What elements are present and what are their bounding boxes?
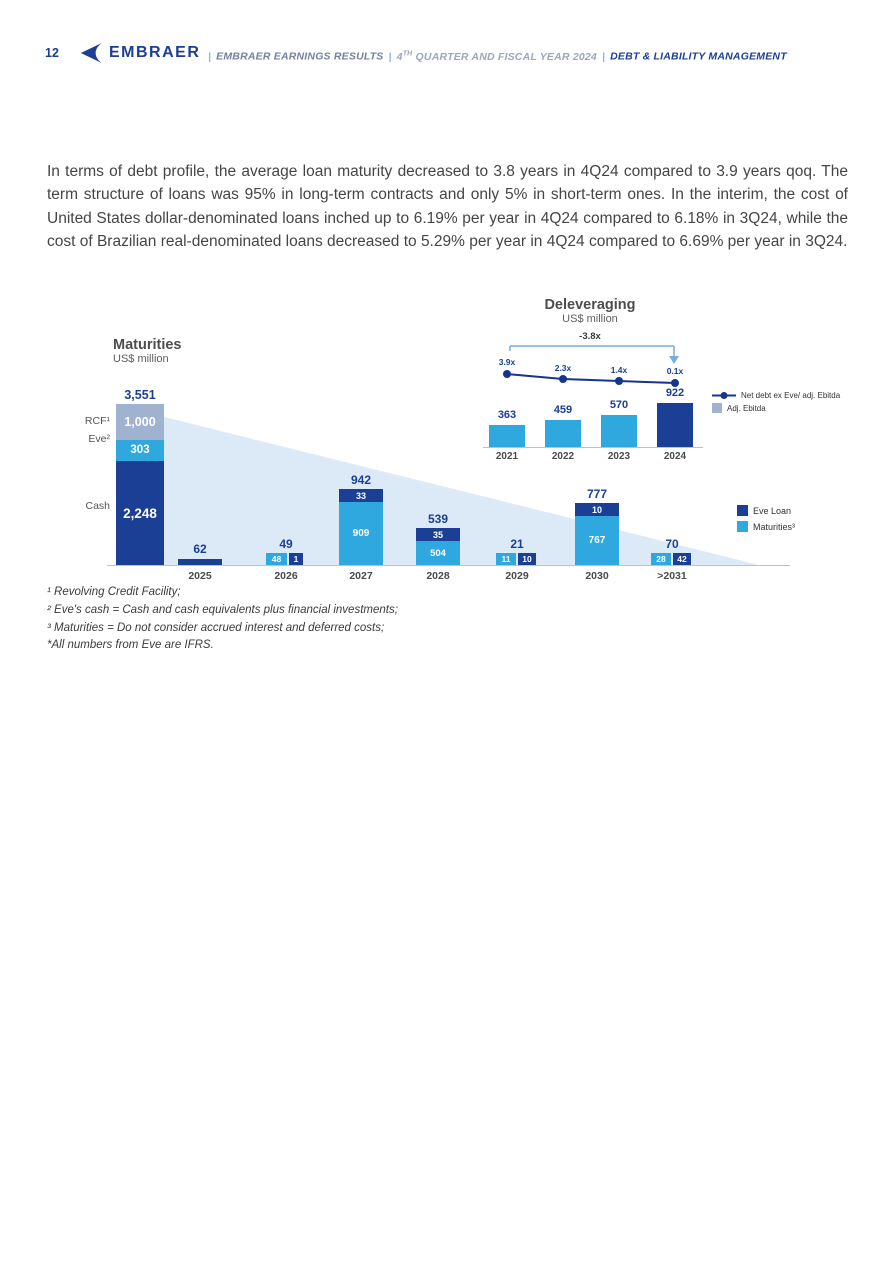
legend-label: Maturities³ (753, 521, 796, 532)
deleveraging-chart-title: Deleveraging US$ million (500, 297, 680, 325)
bar-total-label-2025: 62 (193, 542, 207, 556)
bar-total-label-2026: 49 (279, 537, 293, 551)
total-bar-label: 3,551 (124, 388, 156, 402)
footnote-line: *All numbers from Eve are IFRS. (47, 639, 214, 652)
bar-2024 (657, 403, 693, 447)
legend-item-maturities: Maturities³ (737, 521, 795, 532)
bar-total-label-2028: 539 (427, 512, 449, 526)
axis-label-rcf: RCF¹ (84, 415, 110, 427)
bar-total-label-2030: 777 (586, 487, 608, 501)
bar-eveloan-2029: 10 (518, 553, 536, 565)
delta-annotation: -3.8x (579, 331, 601, 342)
category-label: 2025 (188, 570, 212, 582)
eve-loan-swatch-icon (737, 505, 748, 516)
point-label: 1.4x (610, 365, 628, 375)
category-label: 2024 (663, 451, 687, 462)
bar-eveloan-2030: 10 (575, 503, 619, 516)
line-dot-swatch-icon (712, 392, 736, 399)
period-ordinal: TH (402, 50, 413, 57)
chart-title-text: Deleveraging (544, 297, 636, 313)
legend-item-eve-loan: Eve Loan (737, 505, 795, 516)
logo-wordmark: EMBRAER (109, 44, 201, 61)
category-label: 2027 (349, 570, 373, 582)
deleveraging-legend: Net debt ex Eve/ adj. Ebitda Adj. Ebitda (712, 391, 840, 418)
legend-label: Adj. Ebitda (727, 403, 766, 413)
category-label: 2030 (585, 570, 609, 582)
maturities-chart-title: Maturities US$ million (113, 337, 182, 365)
deleveraging-x-axis-line (483, 447, 703, 448)
bar-eveloan-2025 (178, 559, 222, 565)
embraer-logo-icon (80, 42, 102, 64)
header-separator: | (388, 50, 392, 63)
header-segment-period: 4TH QUARTER AND FISCAL YEAR 2024 (396, 50, 597, 63)
bar-value-label-2021: 363 (497, 409, 517, 421)
bar-maturities-2029: 11 (496, 553, 516, 565)
bar-2023 (601, 415, 637, 447)
footnotes: ¹ Revolving Credit Facility; ² Eve's cas… (47, 584, 398, 655)
total-stacked-bar: 1,000 303 2,248 (116, 404, 164, 565)
category-label: >2031 (657, 570, 687, 582)
footnote-line: ¹ Revolving Credit Facility; (47, 586, 181, 598)
point-label: 0.1x (666, 366, 684, 376)
period-rest: QUARTER AND FISCAL YEAR 2024 (412, 50, 597, 63)
footnote-line: ³ Maturities = Do not consider accrued i… (47, 621, 385, 634)
bar-eveloan-2027: 33 (339, 489, 383, 502)
bar-maturities-2026: 48 (266, 553, 287, 565)
body-paragraph: In terms of debt profile, the average lo… (47, 163, 848, 250)
annotation-bracket-arrow-icon (509, 345, 679, 364)
legend-label: Eve Loan (753, 505, 792, 516)
category-label: 2028 (426, 570, 450, 582)
category-label: 2026 (274, 570, 298, 582)
bar-2021 (489, 425, 525, 447)
bar-eveloan-2026: 1 (289, 553, 303, 565)
legend-label: Net debt ex Eve/ adj. Ebitda (741, 391, 841, 400)
header-separator: | (601, 50, 606, 63)
bar-total-label-2027: 942 (350, 473, 372, 487)
header-separator: | (208, 50, 212, 63)
legend-item-net-debt: Net debt ex Eve/ adj. Ebitda (712, 391, 840, 400)
maturities-x-axis-line (107, 565, 790, 566)
header-breadcrumb: | EMBRAER EARNINGS RESULTS | 4TH QUARTER AN… (203, 50, 787, 63)
bar-value-label-2022: 459 (553, 404, 573, 416)
period-number: 4 (396, 50, 403, 63)
category-label: 2023 (607, 451, 631, 462)
bar-eveloan-2031: 42 (673, 553, 691, 565)
bar-total-label-2029: 21 (510, 537, 524, 551)
bar-segment-eve: 303 (116, 440, 164, 461)
bar-value-label-2023: 570 (609, 399, 629, 411)
ebitda-swatch-icon (712, 403, 722, 413)
point-label: 3.9x (498, 357, 516, 367)
axis-label-eve: Eve² (88, 433, 110, 445)
bar-segment-cash: 2,248 (116, 461, 164, 565)
footnote-line: ² Eve's cash = Cash and cash equivalents… (47, 603, 398, 616)
maturities-swatch-icon (737, 521, 748, 532)
bar-2022 (545, 420, 581, 447)
bar-total-label-2031: 70 (665, 537, 679, 551)
legend-item-adj-ebitda: Adj. Ebitda (712, 403, 840, 413)
bar-maturities-2028: 504 (416, 541, 460, 565)
maturities-legend: Eve Loan Maturities³ (737, 505, 795, 537)
category-label: 2022 (551, 451, 575, 462)
bar-maturities-2031: 28 (651, 553, 671, 565)
chart-subtitle-text: US$ million (562, 313, 618, 325)
axis-label-cash: Cash (85, 500, 110, 512)
header-segment-report: EMBRAER EARNINGS RESULTS (216, 50, 384, 63)
embraer-logo: EMBRAER (78, 42, 200, 64)
bar-maturities-2030: 767 (575, 516, 619, 565)
page-number: 12 (45, 46, 59, 60)
chart-title-text: Maturities (113, 337, 182, 353)
chart-subtitle-text: US$ million (113, 353, 169, 365)
category-label: 2021 (495, 451, 519, 462)
bar-maturities-2027: 909 (339, 502, 383, 565)
header-segment-section: DEBT & LIABILITY MANAGEMENT (610, 50, 787, 63)
point-label: 2.3x (554, 363, 572, 373)
bar-segment-rcf: 1,000 (116, 404, 164, 440)
bar-value-label-2024: 922 (665, 387, 685, 399)
bar-eveloan-2028: 35 (416, 528, 460, 541)
category-label: 2029 (505, 570, 529, 582)
net-debt-trend-line (503, 370, 679, 387)
